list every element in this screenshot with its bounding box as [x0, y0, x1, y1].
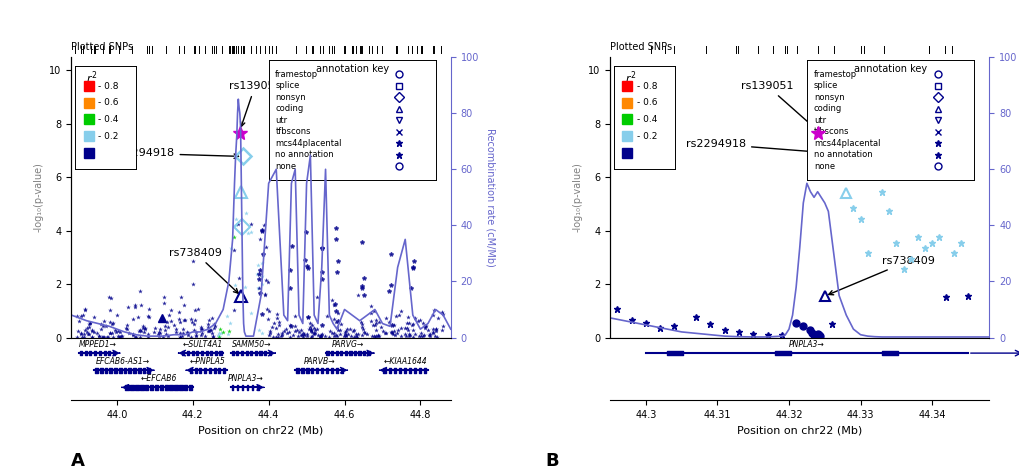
Text: rs139051: rs139051	[741, 81, 813, 128]
X-axis label: Position on chr22 (Mb): Position on chr22 (Mb)	[199, 425, 323, 435]
Text: B: B	[545, 453, 558, 470]
Text: PNPLA3→: PNPLA3→	[789, 340, 824, 349]
Text: ←SULT4A1: ←SULT4A1	[182, 340, 222, 349]
Text: ←EFCAB6: ←EFCAB6	[141, 375, 176, 384]
Text: rs738409: rs738409	[169, 248, 238, 293]
Text: PARVB→: PARVB→	[304, 357, 335, 367]
Text: rs738409: rs738409	[828, 256, 934, 295]
X-axis label: Position on chr22 (Mb): Position on chr22 (Mb)	[737, 425, 861, 435]
Text: PARVG→: PARVG→	[332, 340, 364, 349]
Text: ←PNPLA5: ←PNPLA5	[190, 357, 225, 367]
Text: EFCAB6-AS1→: EFCAB6-AS1→	[96, 357, 150, 367]
Text: ←KIAA1644: ←KIAA1644	[383, 357, 427, 367]
Text: Plotted SNPs: Plotted SNPs	[71, 41, 133, 51]
Text: rs2294918: rs2294918	[114, 149, 238, 159]
Text: PNPLA3→: PNPLA3→	[228, 375, 264, 384]
Y-axis label: -log₁₀(p-value): -log₁₀(p-value)	[34, 162, 44, 232]
Text: rs139051: rs139051	[228, 81, 281, 127]
Text: SAMM50→: SAMM50→	[231, 340, 271, 349]
Text: A: A	[71, 453, 86, 470]
Y-axis label: Recombination rate (cM/Mb): Recombination rate (cM/Mb)	[485, 128, 495, 267]
Y-axis label: -log₁₀(p-value): -log₁₀(p-value)	[572, 162, 582, 232]
Text: rs2294918: rs2294918	[685, 139, 869, 158]
Text: MPPED1→: MPPED1→	[78, 340, 117, 349]
Text: Plotted SNPs: Plotted SNPs	[609, 41, 672, 51]
